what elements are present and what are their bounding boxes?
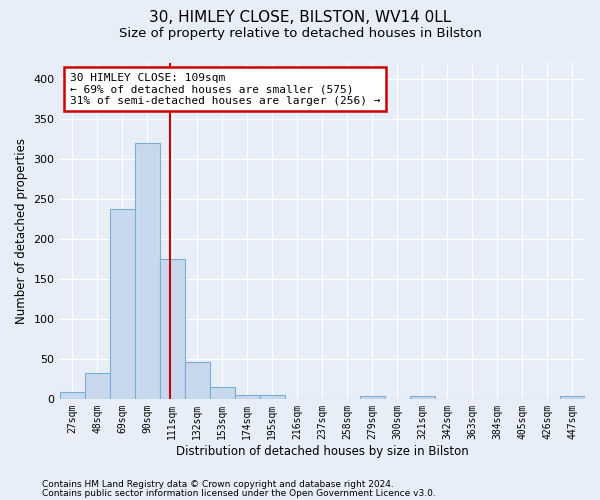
Bar: [160, 258, 185, 399]
Text: Contains public sector information licensed under the Open Government Licence v3: Contains public sector information licen…: [42, 488, 436, 498]
Bar: [134, 142, 160, 399]
X-axis label: Distribution of detached houses by size in Bilston: Distribution of detached houses by size …: [176, 444, 469, 458]
Bar: [360, 396, 385, 399]
Bar: [59, 392, 85, 399]
Text: Size of property relative to detached houses in Bilston: Size of property relative to detached ho…: [119, 28, 481, 40]
Text: Contains HM Land Registry data © Crown copyright and database right 2024.: Contains HM Land Registry data © Crown c…: [42, 480, 394, 489]
Bar: [85, 373, 110, 399]
Bar: [410, 396, 435, 399]
Bar: [560, 396, 585, 399]
Bar: [260, 395, 285, 399]
Bar: [209, 387, 235, 399]
Text: 30, HIMLEY CLOSE, BILSTON, WV14 0LL: 30, HIMLEY CLOSE, BILSTON, WV14 0LL: [149, 10, 451, 25]
Bar: [235, 395, 260, 399]
Bar: [185, 362, 209, 399]
Bar: [110, 209, 134, 399]
Text: 30 HIMLEY CLOSE: 109sqm
← 69% of detached houses are smaller (575)
31% of semi-d: 30 HIMLEY CLOSE: 109sqm ← 69% of detache…: [70, 72, 380, 106]
Y-axis label: Number of detached properties: Number of detached properties: [15, 138, 28, 324]
